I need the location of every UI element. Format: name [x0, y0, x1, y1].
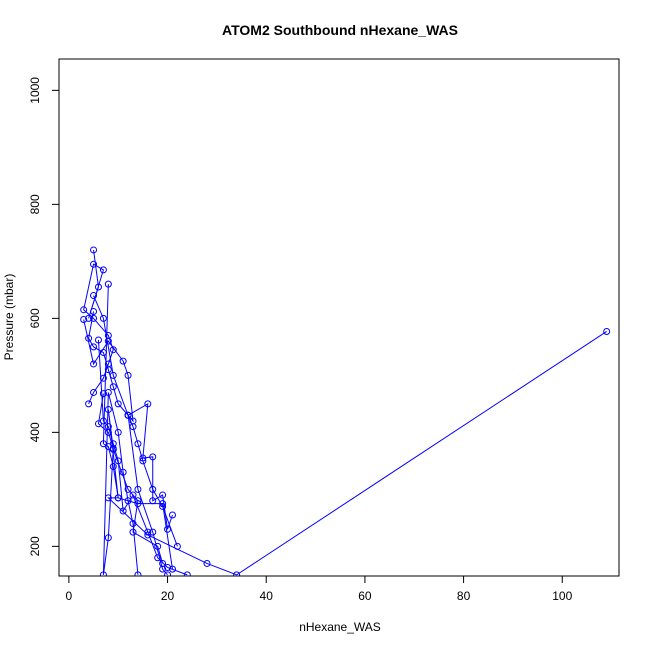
- y-tick-label: 600: [28, 308, 42, 328]
- data-point: [80, 306, 88, 314]
- data-point: [124, 411, 132, 419]
- data-point: [90, 360, 98, 368]
- x-axis-label: nHexane_WAS: [299, 620, 381, 634]
- series-line: [83, 249, 114, 405]
- data-point: [168, 511, 176, 519]
- series-line: [107, 331, 607, 576]
- data-point: [119, 468, 127, 476]
- data-point: [90, 260, 98, 268]
- data-point: [114, 457, 122, 465]
- data-point: [168, 565, 176, 573]
- data-point: [134, 440, 142, 448]
- x-tick-label: 80: [457, 589, 471, 603]
- data-point: [154, 554, 162, 562]
- series-7: [94, 388, 142, 576]
- data-point: [99, 571, 107, 576]
- data-point: [129, 528, 137, 536]
- data-point: [99, 390, 107, 398]
- data-point: [90, 343, 98, 351]
- x-tick-label: 20: [161, 589, 175, 603]
- data-point: [149, 528, 157, 536]
- y-axis: 200 400 600 800 1000: [28, 77, 60, 556]
- data-point: [134, 485, 142, 493]
- data-point: [129, 417, 137, 425]
- y-axis-label: Pressure (mbar): [2, 274, 16, 361]
- data-point: [164, 525, 172, 533]
- data-point: [104, 388, 112, 396]
- data-point: [90, 314, 98, 322]
- data-point: [99, 314, 107, 322]
- data-point: [109, 463, 117, 471]
- y-tick-label: 1000: [28, 77, 42, 104]
- data-point: [90, 246, 98, 254]
- data-point: [159, 565, 167, 573]
- series-line: [88, 311, 178, 547]
- data-point: [114, 400, 122, 408]
- data-point: [149, 453, 157, 461]
- data-point: [114, 428, 122, 436]
- data-point: [603, 327, 611, 335]
- data-point: [129, 520, 137, 528]
- data-point: [90, 308, 98, 316]
- data-point: [109, 371, 117, 379]
- data-point: [80, 316, 88, 323]
- data-point: [85, 314, 93, 322]
- series-line: [97, 339, 188, 576]
- data-point: [104, 534, 112, 542]
- series-line: [102, 284, 164, 564]
- data-point: [139, 454, 147, 462]
- series-8: [90, 292, 172, 576]
- data-point: [109, 346, 117, 354]
- data-point: [114, 494, 122, 502]
- data-point: [85, 400, 93, 408]
- y-tick-label: 400: [28, 422, 42, 442]
- data-point: [159, 500, 167, 508]
- data-point: [144, 400, 152, 408]
- data-point: [134, 571, 142, 576]
- data-point: [164, 571, 172, 576]
- data-point: [124, 485, 132, 493]
- data-point: [159, 491, 167, 499]
- data-point: [109, 444, 117, 452]
- data-point: [119, 507, 127, 515]
- series-layer: [80, 246, 611, 576]
- data-point: [119, 357, 127, 365]
- series-2: [85, 308, 181, 550]
- data-point: [94, 336, 102, 344]
- data-point: [90, 292, 98, 300]
- data-point: [94, 283, 102, 291]
- series-line: [83, 319, 173, 530]
- y-tick-label: 200: [28, 536, 42, 556]
- series-line: [97, 392, 139, 575]
- series-6: [104, 327, 611, 576]
- data-point: [90, 388, 98, 396]
- y-tick-label: 800: [28, 194, 42, 214]
- x-tick-label: 60: [358, 589, 372, 603]
- x-tick-label: 40: [260, 589, 274, 603]
- x-tick-label: 0: [66, 589, 73, 603]
- data-point: [99, 266, 107, 274]
- data-point: [104, 428, 112, 436]
- data-point: [203, 559, 211, 567]
- series-1: [80, 246, 117, 408]
- data-point: [233, 571, 241, 576]
- data-point: [94, 420, 102, 428]
- data-point: [134, 500, 142, 508]
- data-point: [104, 280, 112, 288]
- x-axis: 0 20 40 60 80 100: [66, 575, 573, 603]
- data-point: [124, 497, 132, 505]
- x-tick-label: 100: [552, 589, 572, 603]
- series-line: [93, 295, 168, 576]
- plot-frame: [58, 58, 620, 577]
- data-point: [183, 571, 191, 576]
- chart-title: ATOM2 Southbound nHexane_WAS: [222, 22, 458, 38]
- data-point: [124, 371, 132, 379]
- data-point: [109, 383, 117, 391]
- data-point: [164, 563, 172, 571]
- data-point: [129, 491, 137, 499]
